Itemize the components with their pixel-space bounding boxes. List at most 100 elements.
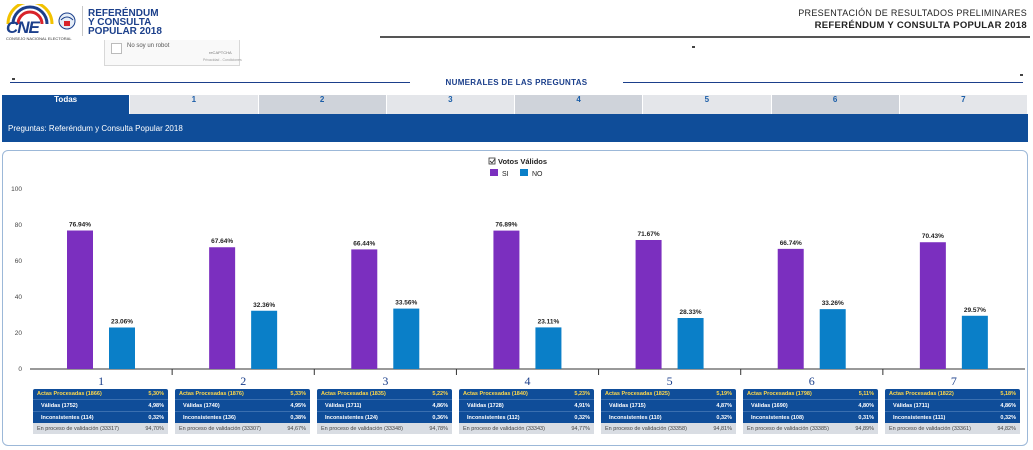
row-label: Válidas (1728) (467, 402, 504, 409)
section-line-left (10, 82, 410, 83)
row-label: Inconsistentes (108) (751, 414, 804, 421)
row-percent: 5,30% (148, 391, 164, 397)
row-label: Válidas (1711) (893, 402, 930, 409)
x-category-label: 5 (667, 374, 673, 388)
row-label: Inconsistentes (110) (609, 414, 662, 421)
row-label: En proceso de validación (33361) (889, 425, 971, 432)
tab-question-7[interactable]: 7 (899, 95, 1028, 115)
row-percent: 94,89% (855, 425, 874, 432)
tab-question-3[interactable]: 3 (386, 95, 515, 115)
page-header: CNE CONSEJO NACIONAL ELECTORAL REFERÉNDU… (0, 0, 1033, 44)
bar-data-label: 23.11% (538, 318, 560, 325)
bar-si (351, 249, 378, 369)
bar-data-label: 71.67% (638, 231, 660, 238)
row-label: Válidas (1711) (325, 402, 362, 409)
actas-inconsistentes-row: Inconsistentes (111) 0,32% (885, 411, 1020, 423)
row-percent: 5,23% (574, 391, 590, 397)
actas-summary-table: Actas Procesadas (1866) 5,30% Válidas (175… (33, 389, 168, 434)
bar-no (961, 315, 988, 369)
row-percent: 0,31% (858, 414, 874, 421)
actas-inconsistentes-row: Inconsistentes (136) 0,38% (175, 411, 310, 423)
row-percent: 4,95% (290, 402, 306, 409)
bar-no (677, 318, 704, 369)
decorative-dot (12, 78, 15, 80)
actas-validacion-row: En proceso de validación (33361) 94,82% (885, 423, 1020, 434)
x-category-label: 3 (382, 374, 388, 388)
row-label: En proceso de validación (33348) (321, 425, 403, 432)
tab-todas[interactable]: Todas (2, 95, 131, 115)
question-tabs: Todas 1 2 3 4 5 6 7 (2, 95, 1028, 115)
cne-logo: CNE CONSEJO NACIONAL ELECTORAL (4, 0, 72, 41)
actas-validacion-row: En proceso de validación (33385) 94,89% (743, 423, 878, 434)
tab-question-5[interactable]: 5 (643, 95, 772, 115)
header-divider (82, 6, 83, 36)
legend-swatch-si (490, 169, 498, 176)
y-tick-label: 100 (11, 186, 22, 193)
row-percent: 4,86% (1000, 402, 1016, 409)
tab-question-4[interactable]: 4 (515, 95, 644, 115)
actas-validas-row: Válidas (1711) 4,86% (317, 399, 452, 411)
bar-si (209, 247, 236, 369)
bar-si (777, 248, 804, 369)
actas-summary-table: Actas Procesadas (1840) 5,23% Válidas (172… (459, 389, 594, 434)
row-label: Actas Procesadas (1822) (889, 391, 954, 397)
actas-procesadas-row: Actas Procesadas (1798) 5,11% (743, 389, 878, 399)
bar-data-label: 33.26% (822, 300, 844, 307)
actas-summary-table: Actas Procesadas (1822) 5,18% Válidas (171… (885, 389, 1020, 434)
results-title: PRESENTACIÓN DE RESULTADOS PRELIMINARES (798, 8, 1027, 18)
decorative-dot (1020, 74, 1023, 76)
row-label: Inconsistentes (114) (41, 414, 94, 421)
actas-inconsistentes-row: Inconsistentes (112) 0,32% (459, 411, 594, 423)
legend-checkbox (488, 157, 496, 165)
bar-data-label: 70.43% (922, 233, 944, 240)
votes-bar-chart: 0 20 40 60 80 100 76.94% 67.64% 66.44% 76.89% 71.6… (11, 157, 1025, 388)
x-category-label: 1 (98, 374, 104, 388)
y-tick-label: 60 (15, 258, 23, 265)
actas-summary-table: Actas Procesadas (1825) 5,19% Válidas (171… (601, 389, 736, 434)
tab-question-1[interactable]: 1 (130, 95, 259, 115)
recaptcha-terms[interactable]: Privacidad - Condiciones (203, 58, 242, 62)
legend-swatch-no (520, 169, 528, 176)
legend-label-no: NO (532, 171, 543, 178)
tab-question-2[interactable]: 2 (258, 95, 387, 115)
row-percent: 4,98% (148, 402, 164, 409)
bar-data-label: 28.33% (680, 309, 702, 316)
logo-text: CNE (6, 18, 40, 37)
bar-data-label: 66.44% (353, 240, 375, 247)
recaptcha-label: No soy un robot (127, 43, 170, 49)
actas-validas-row: Válidas (1752) 4,98% (33, 399, 168, 411)
actas-procesadas-row: Actas Procesadas (1876) 5,33% (175, 389, 310, 399)
section-line-right (623, 82, 1023, 83)
bar-si (919, 242, 946, 369)
bar-si (635, 239, 662, 369)
bar-data-label: 67.64% (211, 238, 233, 245)
actas-procesadas-row: Actas Procesadas (1866) 5,30% (33, 389, 168, 399)
row-label: Actas Procesadas (1835) (321, 391, 386, 397)
row-label: Actas Procesadas (1798) (747, 391, 812, 397)
row-percent: 4,91% (574, 402, 590, 409)
row-percent: 0,32% (1000, 414, 1016, 421)
logo-subtext: CONSEJO NACIONAL ELECTORAL (6, 36, 72, 41)
x-category-label: 6 (809, 374, 815, 388)
y-tick-label: 80 (15, 222, 23, 229)
actas-procesadas-row: Actas Procesadas (1835) 5,22% (317, 389, 452, 399)
recaptcha-checkbox[interactable] (111, 43, 122, 54)
actas-procesadas-row: Actas Procesadas (1822) 5,18% (885, 389, 1020, 399)
header-right-title: PRESENTACIÓN DE RESULTADOS PRELIMINARES … (798, 8, 1027, 31)
row-percent: 5,22% (432, 391, 448, 397)
row-label: En proceso de validación (33307) (179, 425, 261, 432)
actas-validas-row: Válidas (1711) 4,86% (885, 399, 1020, 411)
row-percent: 0,32% (148, 414, 164, 421)
bar-data-label: 76.89% (495, 222, 517, 229)
actas-procesadas-row: Actas Procesadas (1840) 5,23% (459, 389, 594, 399)
bar-si (493, 230, 520, 369)
row-percent: 4,86% (432, 402, 448, 409)
row-percent: 94,78% (429, 425, 448, 432)
bar-no (109, 327, 135, 369)
actas-inconsistentes-row: Inconsistentes (124) 0,36% (317, 411, 452, 423)
row-percent: 0,32% (574, 414, 590, 421)
row-label: Inconsistentes (136) (183, 414, 236, 421)
actas-validas-row: Válidas (1715) 4,87% (601, 399, 736, 411)
tab-question-6[interactable]: 6 (771, 95, 900, 115)
bar-no (535, 327, 562, 369)
